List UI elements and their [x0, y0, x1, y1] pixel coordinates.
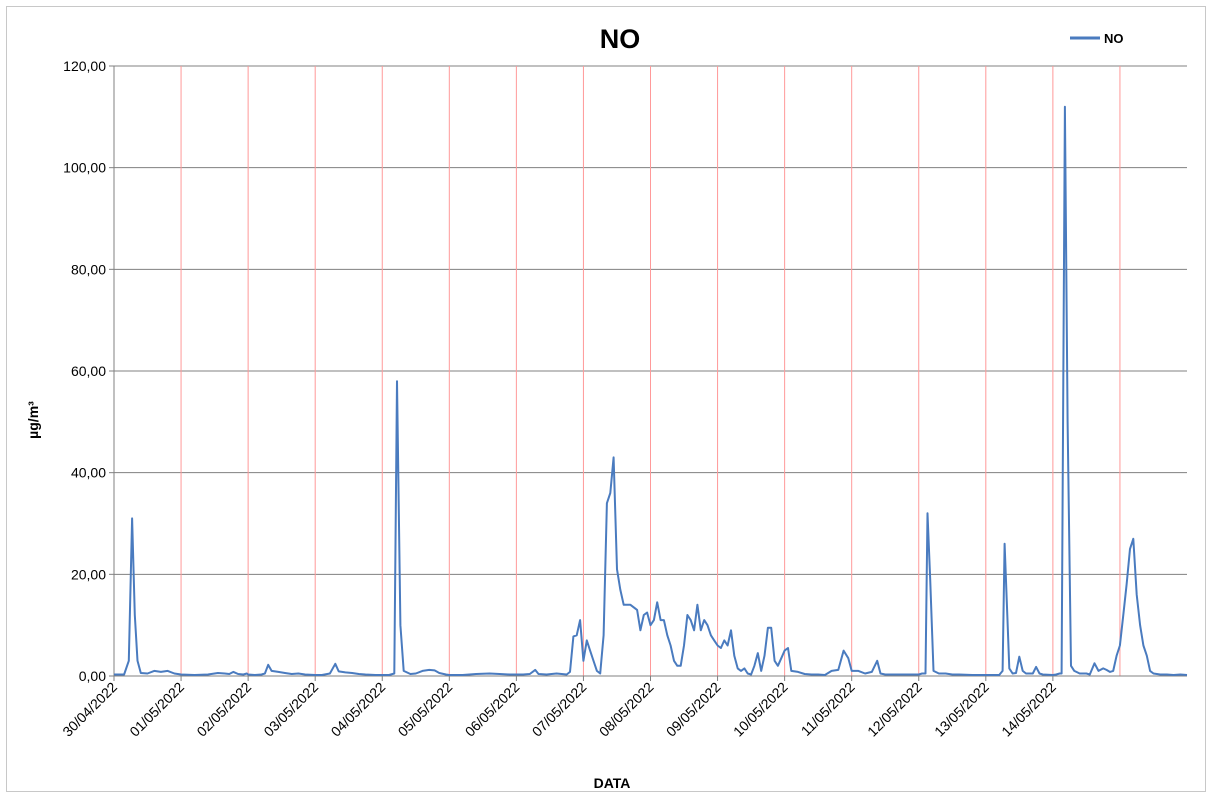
x-tick-label-13: 13/05/2022 [931, 679, 992, 740]
x-tick-label-8: 08/05/2022 [596, 679, 657, 740]
x-tick-label-10: 10/05/2022 [730, 679, 791, 740]
legend: NO [1070, 31, 1124, 46]
x-tick-label-11: 11/05/2022 [798, 679, 858, 739]
y-tick-labels: 0,00 20,00 40,00 60,00 80,00 100,00 120,00 [63, 58, 114, 684]
series-line-no [114, 105, 1188, 676]
y-tick-label-1: 20,00 [71, 566, 106, 582]
y-axis-label: µg/m³ [25, 401, 41, 439]
legend-label-no: NO [1104, 31, 1124, 46]
y-tick-label-5: 100,00 [63, 160, 106, 176]
x-tick-label-2: 02/05/2022 [193, 679, 254, 740]
x-tick-label-12: 12/05/2022 [864, 679, 925, 740]
series-group [114, 105, 1188, 676]
y-tick-label-4: 80,00 [71, 261, 106, 277]
y-tick-label-0: 0,00 [79, 668, 106, 684]
x-tick-label-5: 05/05/2022 [395, 679, 456, 740]
x-axis-label: DATA [594, 775, 631, 791]
x-tick-label-9: 09/05/2022 [663, 679, 724, 740]
x-tick-label-1: 01/05/2022 [126, 679, 187, 740]
y-tick-label-6: 120,00 [63, 58, 106, 74]
x-tick-label-0: 30/04/2022 [59, 679, 120, 740]
y-tick-label-2: 40,00 [71, 465, 106, 481]
x-tick-label-6: 06/05/2022 [462, 679, 523, 740]
chart-title: NO [600, 24, 641, 54]
x-tick-label-4: 04/05/2022 [328, 679, 389, 740]
x-tick-labels: 30/04/2022 01/05/2022 02/05/2022 03/05/2022… [59, 676, 1059, 740]
y-tick-label-3: 60,00 [71, 363, 106, 379]
x-tick-label-14: 14/05/2022 [998, 679, 1059, 740]
x-tick-label-7: 07/05/2022 [529, 679, 590, 740]
chart-frame [6, 6, 1206, 792]
x-tick-label-3: 03/05/2022 [260, 679, 321, 740]
vertical-gridlines [180, 66, 1121, 676]
